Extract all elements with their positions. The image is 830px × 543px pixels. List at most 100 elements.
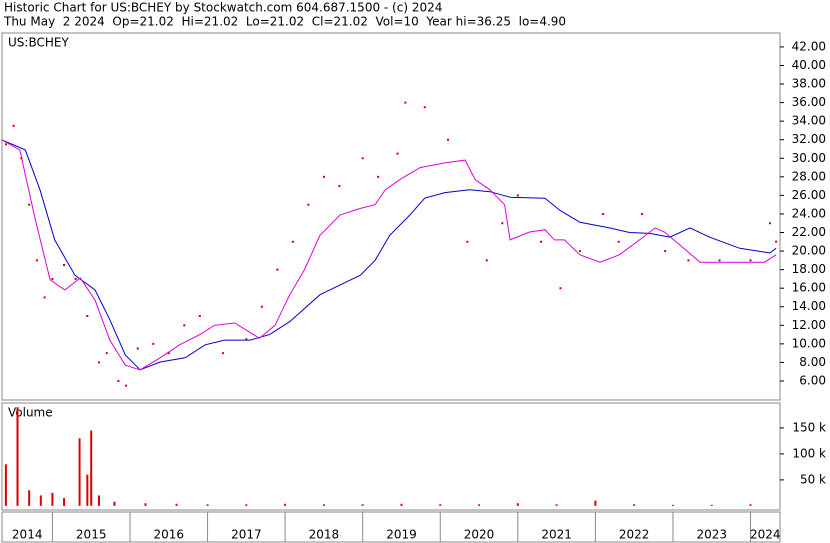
y-tick-label: 100 k bbox=[792, 446, 826, 460]
price-point bbox=[338, 185, 341, 188]
y-tick-label: 12.00 bbox=[792, 318, 826, 332]
volume-bar bbox=[284, 503, 287, 506]
price-point bbox=[516, 194, 519, 197]
y-tick-label: 40.00 bbox=[792, 58, 826, 72]
price-point bbox=[136, 347, 139, 350]
volume-bar bbox=[144, 503, 147, 506]
volume-bar bbox=[361, 504, 364, 506]
price-point bbox=[74, 277, 77, 280]
header-title: Historic Chart for US:BCHEY by Stockwatc… bbox=[4, 1, 442, 15]
y-tick-label: 10.00 bbox=[792, 336, 826, 350]
volume-bar bbox=[113, 501, 116, 506]
panel-label: US:BCHEY bbox=[8, 36, 69, 50]
price-point bbox=[578, 250, 581, 253]
price-point bbox=[86, 315, 89, 318]
y-tick-label: 34.00 bbox=[792, 114, 826, 128]
volume-bar bbox=[78, 438, 81, 506]
price-point bbox=[775, 240, 778, 243]
y-tick-label: 22.00 bbox=[792, 225, 826, 239]
year-label: 2020 bbox=[464, 528, 495, 542]
y-tick-label: 30.00 bbox=[792, 151, 826, 165]
price-panel bbox=[1, 32, 781, 401]
price-point bbox=[501, 222, 504, 225]
price-point bbox=[105, 352, 108, 355]
price-point bbox=[307, 203, 310, 206]
volume-bar bbox=[400, 503, 403, 506]
volume-bar bbox=[749, 504, 752, 506]
volume-bar bbox=[516, 503, 519, 506]
volume-bar bbox=[206, 504, 209, 506]
price-point bbox=[117, 379, 120, 382]
y-tick-label: 42.00 bbox=[792, 39, 826, 53]
price-point bbox=[222, 352, 225, 355]
year-label: 2022 bbox=[619, 528, 650, 542]
volume-bar bbox=[63, 498, 66, 506]
price-point bbox=[396, 152, 399, 155]
year-label: 2019 bbox=[386, 528, 417, 542]
panel-label: Volume bbox=[8, 406, 53, 420]
price-point bbox=[404, 101, 407, 104]
year-strip bbox=[1, 511, 781, 543]
volume-bar bbox=[175, 503, 178, 506]
volume-bar bbox=[4, 464, 7, 506]
price-point bbox=[687, 259, 690, 262]
price-point bbox=[51, 277, 54, 280]
year-label: 2015 bbox=[76, 528, 107, 542]
volume-bar bbox=[594, 500, 597, 506]
price-point bbox=[276, 268, 279, 271]
price-point bbox=[291, 240, 294, 243]
y-tick-label: 26.00 bbox=[792, 188, 826, 202]
y-tick-label: 38.00 bbox=[792, 77, 826, 91]
year-label: 2021 bbox=[541, 528, 572, 542]
price-point bbox=[749, 259, 752, 262]
price-point bbox=[423, 106, 426, 109]
y-tick-label: 14.00 bbox=[792, 299, 826, 313]
price-point bbox=[12, 124, 15, 127]
volume-bar bbox=[633, 504, 636, 506]
price-point bbox=[466, 240, 469, 243]
price-point bbox=[167, 352, 170, 355]
price-point bbox=[361, 157, 364, 160]
y-tick-label: 8.00 bbox=[799, 355, 826, 369]
moving-average bbox=[1, 139, 777, 371]
volume-bar bbox=[671, 504, 674, 506]
year-label: 2014 bbox=[12, 528, 43, 542]
volume-bar bbox=[322, 504, 325, 506]
volume-bar bbox=[478, 504, 481, 506]
header-quote: Thu May 2 2024 Op=21.02 Hi=21.02 Lo=21.0… bbox=[3, 15, 566, 29]
volume-bar bbox=[555, 504, 558, 506]
price-point bbox=[540, 240, 543, 243]
y-tick-label: 50 k bbox=[800, 472, 826, 486]
y-tick-label: 36.00 bbox=[792, 95, 826, 109]
price-point bbox=[718, 259, 721, 262]
y-tick-label: 16.00 bbox=[792, 281, 826, 295]
y-tick-label: 6.00 bbox=[799, 373, 826, 387]
price-point bbox=[447, 138, 450, 141]
price-point bbox=[485, 259, 488, 262]
price-point bbox=[617, 240, 620, 243]
volume-bar bbox=[439, 504, 442, 506]
price-point bbox=[43, 296, 46, 299]
price-point bbox=[640, 212, 643, 215]
volume-bar bbox=[28, 490, 31, 506]
price-point bbox=[183, 324, 186, 327]
year-label: 2018 bbox=[309, 528, 340, 542]
price-point bbox=[63, 263, 66, 266]
price-point bbox=[35, 259, 38, 262]
year-label: 2024 bbox=[750, 528, 781, 542]
price-point bbox=[377, 175, 380, 178]
price-point bbox=[768, 222, 771, 225]
volume-bar bbox=[51, 492, 54, 506]
price-point bbox=[125, 384, 128, 387]
price-point bbox=[28, 203, 31, 206]
price-point bbox=[245, 338, 248, 341]
y-tick-label: 150 k bbox=[792, 420, 826, 434]
volume-panel bbox=[1, 402, 781, 511]
volume-bar bbox=[710, 504, 713, 506]
y-tick-label: 32.00 bbox=[792, 132, 826, 146]
price-point bbox=[664, 250, 667, 253]
year-label: 2017 bbox=[231, 528, 262, 542]
price-point bbox=[4, 143, 7, 146]
price-point bbox=[322, 175, 325, 178]
